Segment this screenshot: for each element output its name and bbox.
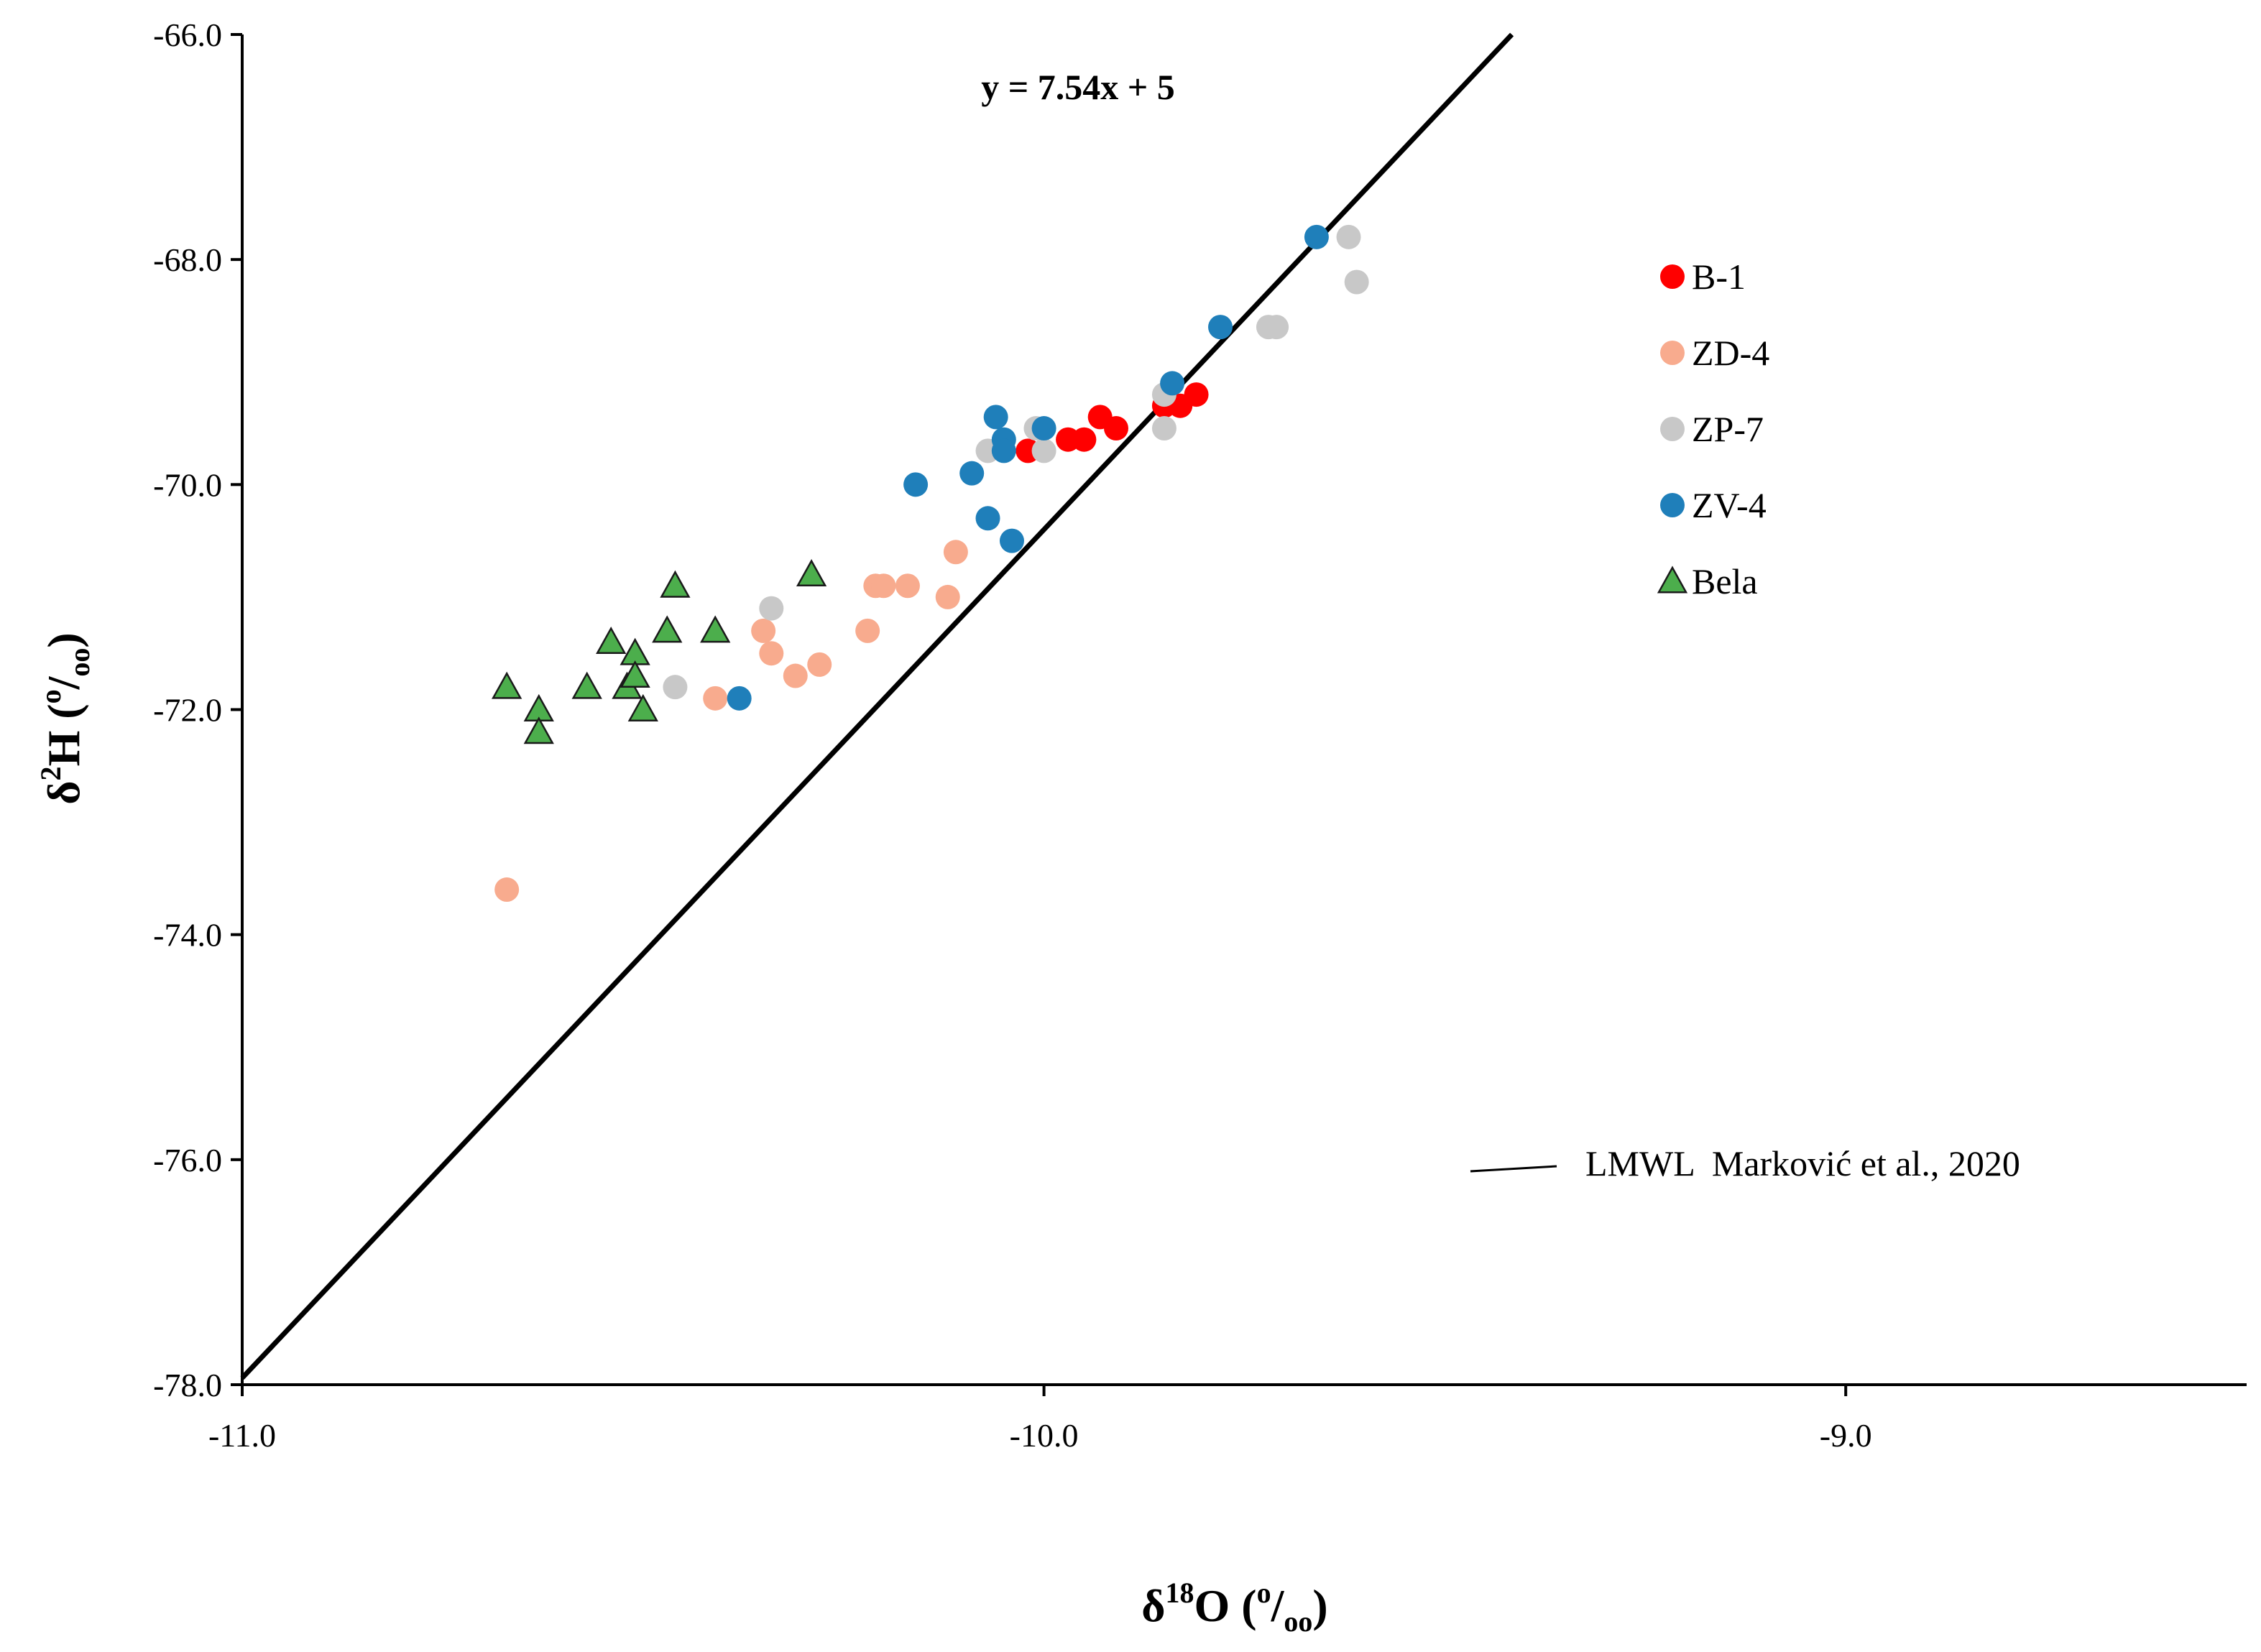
data-point: [1151, 416, 1176, 441]
y-axis-title: δ2H (o/oo): [34, 632, 96, 804]
legend-label: Bela: [1692, 561, 1758, 601]
legend: B-1 ZD-4 ZP-7 ZV-4 Bela: [1657, 257, 1769, 601]
data-point: [1264, 315, 1289, 340]
legend-label: ZV-4: [1692, 485, 1767, 525]
x-title-close: ): [1312, 1580, 1327, 1631]
x-tick-label: -10.0: [1010, 1417, 1079, 1454]
data-point: [1104, 416, 1129, 441]
regression-equation-label: y = 7.54x + 5: [981, 67, 1174, 107]
y-title-iso-mass: 2: [34, 766, 67, 780]
x-title-iso-mass: 18: [1166, 1577, 1194, 1609]
data-point: [759, 641, 784, 666]
y-title-close: ): [38, 632, 89, 647]
x-title-permil-top: o: [1257, 1577, 1271, 1609]
legend-item: ZP-7: [1660, 409, 1764, 449]
data-point: [663, 675, 688, 700]
y-tick-label: -70.0: [153, 466, 222, 503]
series-zv-4: [727, 224, 1329, 711]
data-point: [652, 615, 683, 643]
data-point: [492, 671, 522, 699]
data-point: [783, 663, 808, 688]
data-point: [983, 405, 1008, 430]
data-point: [935, 584, 960, 609]
data-point: [1304, 224, 1329, 249]
data-point: [751, 618, 776, 643]
y-title-delta: δ: [38, 780, 89, 804]
data-point: [1208, 315, 1233, 340]
x-title-delta: δ: [1141, 1580, 1165, 1631]
legend-marker: [1657, 566, 1688, 594]
data-point: [727, 686, 752, 711]
legend-label: ZP-7: [1692, 409, 1764, 449]
x-tick-label: -11.0: [208, 1417, 276, 1454]
y-title-permil-top: o: [34, 689, 67, 703]
data-point: [1160, 371, 1185, 396]
line-legend-swatch: [1470, 1165, 1557, 1173]
data-point: [871, 573, 896, 599]
lmwl-regression-line: [240, 32, 1514, 1380]
data-point: [796, 559, 827, 587]
data-point: [523, 716, 554, 744]
x-title-permil-bottom: oo: [1284, 1605, 1312, 1638]
x-ticks: -11.0 -10.0 -9.0: [208, 1385, 1872, 1454]
data-point: [627, 693, 658, 721]
data-point: [959, 461, 985, 486]
data-point: [1336, 224, 1361, 249]
x-title-element: O: [1194, 1580, 1230, 1631]
y-title-slash: /: [38, 675, 89, 690]
x-tick-label: -9.0: [1820, 1417, 1872, 1454]
y-tick-label: -74.0: [153, 917, 222, 954]
data-point: [494, 877, 520, 903]
data-point: [855, 618, 880, 643]
data-point: [700, 615, 731, 643]
legend-marker: [1660, 417, 1685, 441]
legend-marker: [1660, 341, 1685, 365]
data-points: [492, 224, 1369, 903]
data-point: [1072, 427, 1097, 452]
data-point: [1031, 416, 1056, 441]
legend-marker: [1660, 264, 1685, 289]
y-tick-label: -66.0: [153, 17, 222, 53]
y-title-permil-bottom: oo: [63, 648, 96, 677]
data-point: [1184, 382, 1209, 407]
y-tick-label: -68.0: [153, 241, 222, 278]
x-title-open: (: [1230, 1580, 1256, 1631]
data-point: [943, 540, 968, 565]
y-ticks: -78.0 -76.0 -74.0 -72.0 -70.0 -68.0 -66.0: [153, 17, 242, 1403]
y-tick-label: -76.0: [153, 1142, 222, 1178]
legend-item: Bela: [1657, 561, 1758, 601]
data-point: [571, 671, 602, 699]
y-title-open: (: [38, 703, 89, 730]
data-point: [660, 570, 691, 598]
legend-marker: [1660, 493, 1685, 517]
data-point: [975, 506, 1000, 531]
legend-item: B-1: [1660, 257, 1746, 297]
x-title-slash: /: [1271, 1580, 1285, 1631]
data-point: [895, 573, 920, 599]
data-point: [807, 652, 832, 677]
y-tick-label: -72.0: [153, 692, 222, 729]
data-point: [620, 660, 650, 688]
data-point: [999, 528, 1024, 553]
legend-label: ZD-4: [1692, 333, 1769, 373]
data-point: [991, 438, 1016, 463]
y-title-element: H: [38, 731, 89, 767]
series-zd-4: [494, 540, 968, 903]
data-point: [1031, 438, 1056, 463]
y-tick-label: -78.0: [153, 1367, 222, 1403]
legend-item: ZD-4: [1660, 333, 1769, 373]
data-point: [703, 686, 728, 711]
series-bela: [492, 559, 827, 744]
data-point: [1344, 269, 1369, 295]
data-point: [759, 596, 784, 621]
legend-item: ZV-4: [1660, 485, 1767, 525]
legend-label: B-1: [1692, 257, 1746, 297]
line-legend-label: LMWL Marković et al., 2020: [1585, 1143, 2020, 1183]
x-axis-title: δ18O (o/oo): [1141, 1577, 1327, 1638]
data-point: [596, 626, 627, 654]
line-legend: LMWL Marković et al., 2020: [1470, 1143, 2020, 1183]
data-point: [903, 472, 929, 497]
